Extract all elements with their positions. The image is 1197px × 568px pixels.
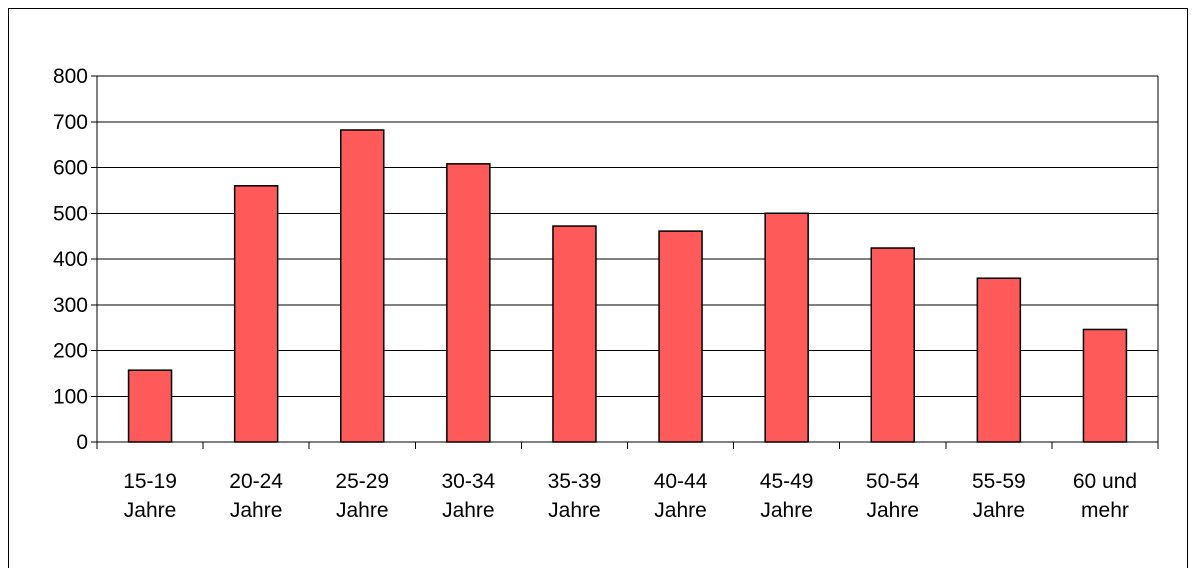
x-tick-label-line: 55-59 bbox=[972, 470, 1026, 493]
x-tick-label-line: mehr bbox=[1081, 499, 1129, 522]
x-tick-label-50-54: 50-54 Jahre bbox=[866, 470, 920, 522]
x-tick-label-25-29: 25-29 Jahre bbox=[335, 470, 389, 522]
x-tick-label-line: 35-39 bbox=[548, 470, 602, 493]
x-tick-label-line: 50-54 bbox=[866, 470, 920, 493]
x-tick-label-40-44: 40-44 Jahre bbox=[654, 470, 708, 522]
bar-15-19 bbox=[127, 369, 173, 443]
x-tick-label-20-24: 20-24 Jahre bbox=[229, 470, 283, 522]
x-tick-label-line: Jahre bbox=[336, 499, 389, 522]
x-tick-label-line: Jahre bbox=[973, 499, 1026, 522]
bar-45-49 bbox=[764, 212, 809, 443]
x-tick-label-line: Jahre bbox=[866, 499, 919, 522]
bar-60-und bbox=[1082, 328, 1128, 443]
y-tick-label-400: 400 bbox=[53, 248, 88, 271]
x-tick-label-line: 15-19 bbox=[123, 470, 177, 493]
y-tick-label-300: 300 bbox=[53, 294, 88, 317]
x-tick-label-line: 60 und bbox=[1073, 470, 1137, 493]
x-tick-label-line: 30-34 bbox=[441, 470, 495, 493]
y-tick-label-600: 600 bbox=[53, 157, 88, 180]
y-tick-label-800: 800 bbox=[53, 65, 88, 88]
x-tick-label-line: 20-24 bbox=[229, 470, 283, 493]
x-tick-label-line: Jahre bbox=[654, 499, 707, 522]
x-tick-label-line: 45-49 bbox=[760, 470, 814, 493]
x-tick-label-line: Jahre bbox=[124, 499, 177, 522]
x-tick-label-line: Jahre bbox=[230, 499, 283, 522]
axes bbox=[91, 75, 1159, 449]
x-tick-label-35-39: 35-39 Jahre bbox=[548, 470, 602, 522]
x-tick-label-line: Jahre bbox=[760, 499, 813, 522]
x-tick-label-30-34: 30-34 Jahre bbox=[441, 470, 495, 522]
bar-20-24 bbox=[233, 185, 279, 443]
x-tick-label-45-49: 45-49 Jahre bbox=[760, 470, 814, 522]
x-tick-label-15-19: 15-19 Jahre bbox=[123, 470, 177, 522]
bar-40-44 bbox=[658, 230, 703, 443]
y-tick-label-200: 200 bbox=[53, 340, 88, 363]
y-tick-labels: 0 100 200 300 400 500 600 700 800 bbox=[53, 65, 88, 454]
chart-frame bbox=[8, 8, 1188, 568]
x-tick-label-line: 40-44 bbox=[654, 470, 708, 493]
x-tick-label-line: 25-29 bbox=[335, 470, 389, 493]
x-tick-label-60-und: 60 und mehr bbox=[1073, 470, 1137, 522]
bar-55-59 bbox=[976, 277, 1022, 443]
bar-25-29 bbox=[340, 129, 385, 443]
y-tick-label-700: 700 bbox=[53, 111, 88, 134]
bar-50-54 bbox=[870, 247, 915, 443]
x-tick-label-line: Jahre bbox=[442, 499, 495, 522]
x-tick-label-55-59: 55-59 Jahre bbox=[972, 470, 1026, 522]
x-tick-label-line: Jahre bbox=[548, 499, 601, 522]
bar-35-39 bbox=[552, 225, 597, 443]
y-tick-label-100: 100 bbox=[53, 385, 88, 408]
y-tick-label-500: 500 bbox=[53, 202, 88, 225]
y-tick-label-0: 0 bbox=[76, 431, 88, 454]
bars bbox=[127, 129, 1128, 443]
bar-30-34 bbox=[446, 163, 491, 443]
x-tick-labels: 15-19 Jahre 20-24 Jahre 25-29 Jahre 30-34 Jahre… bbox=[123, 470, 1137, 522]
